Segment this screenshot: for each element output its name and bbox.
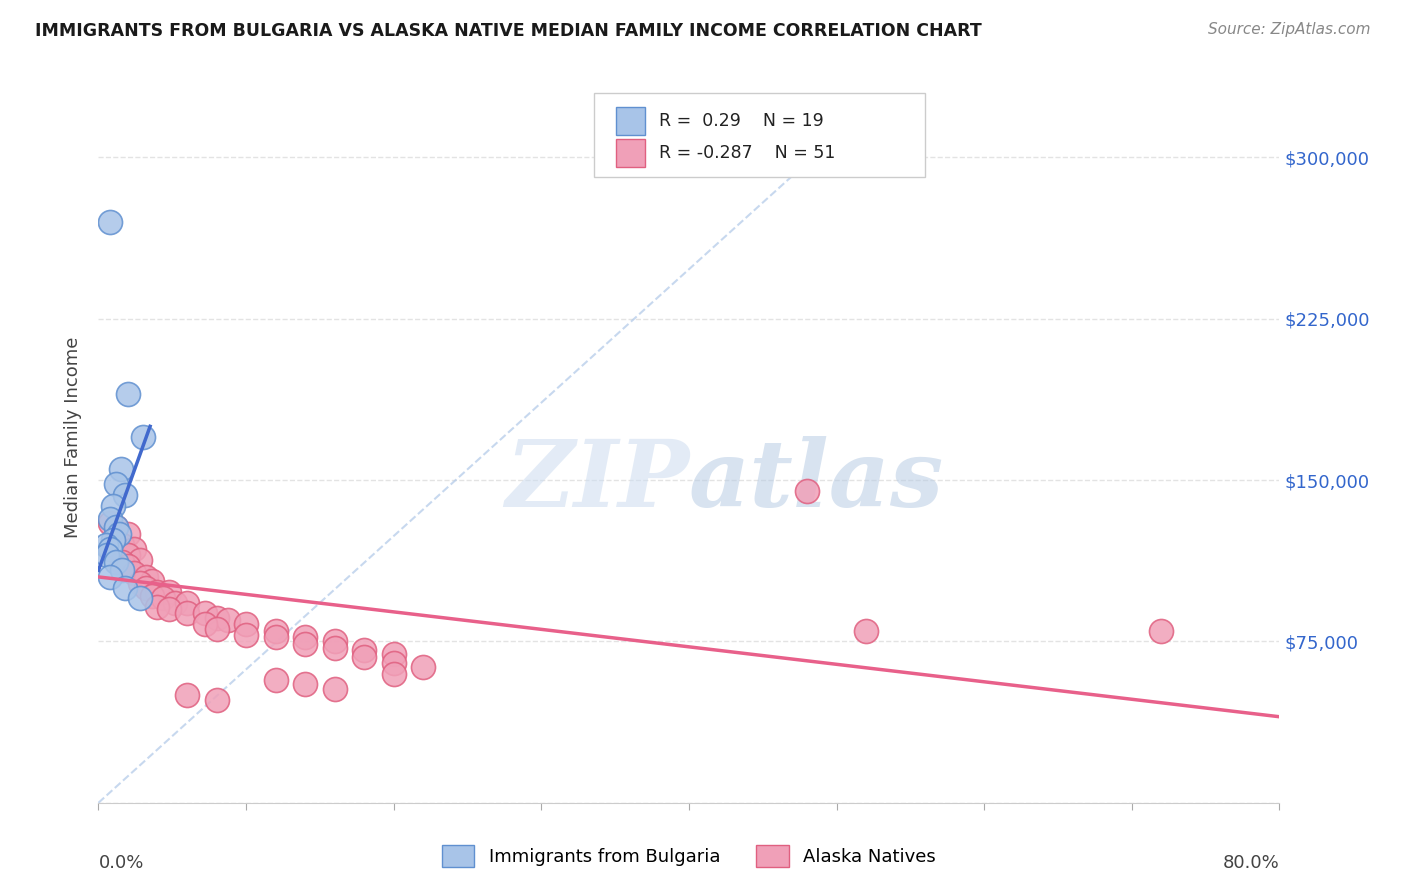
Y-axis label: Median Family Income: Median Family Income [63, 336, 82, 538]
Point [235, 628, 257, 642]
Text: R = -0.287    N = 51: R = -0.287 N = 51 [659, 145, 835, 162]
Point [217, 613, 239, 627]
Point [141, 574, 163, 589]
Point [382, 666, 405, 681]
Point [796, 483, 818, 498]
Point [111, 555, 134, 569]
Point [382, 648, 405, 662]
Text: atlas: atlas [689, 436, 945, 526]
FancyBboxPatch shape [616, 139, 645, 167]
Point [103, 499, 125, 513]
Text: Source: ZipAtlas.com: Source: ZipAtlas.com [1208, 22, 1371, 37]
Point [103, 533, 125, 548]
Text: IMMIGRANTS FROM BULGARIA VS ALASKA NATIVE MEDIAN FAMILY INCOME CORRELATION CHART: IMMIGRANTS FROM BULGARIA VS ALASKA NATIV… [35, 22, 981, 40]
Point [105, 555, 128, 569]
Point [105, 520, 128, 534]
Point [105, 533, 128, 548]
Point [855, 624, 877, 638]
Point [117, 527, 139, 541]
Point [235, 617, 257, 632]
Point [157, 585, 180, 599]
Point [353, 643, 375, 657]
Point [96, 549, 118, 563]
Point [353, 649, 375, 664]
Point [165, 596, 187, 610]
Point [205, 692, 228, 706]
Point [194, 607, 217, 621]
Point [122, 566, 145, 580]
Point [323, 640, 346, 655]
Text: 80.0%: 80.0% [1223, 854, 1279, 872]
Point [98, 215, 121, 229]
Point [98, 570, 121, 584]
FancyBboxPatch shape [595, 94, 925, 178]
Point [114, 488, 136, 502]
Text: 0.0%: 0.0% [98, 854, 143, 872]
Point [323, 634, 346, 648]
Point [94, 538, 117, 552]
Point [176, 688, 198, 702]
Point [105, 520, 128, 534]
Point [122, 541, 145, 556]
Point [135, 570, 157, 584]
Point [98, 516, 121, 530]
Point [110, 462, 132, 476]
Point [176, 596, 198, 610]
Point [128, 591, 150, 606]
Point [108, 527, 131, 541]
Point [132, 430, 155, 444]
Point [146, 585, 169, 599]
Point [98, 512, 121, 526]
Point [157, 602, 180, 616]
Point [111, 538, 134, 552]
Point [412, 660, 434, 674]
Point [205, 622, 228, 636]
Point [152, 591, 174, 606]
Point [176, 607, 198, 621]
Point [135, 581, 157, 595]
Point [294, 637, 316, 651]
Point [264, 624, 287, 638]
Point [105, 477, 128, 491]
Point [294, 677, 316, 691]
Point [128, 576, 150, 591]
Point [294, 630, 316, 644]
Point [141, 589, 163, 603]
FancyBboxPatch shape [616, 107, 645, 135]
Point [111, 564, 134, 578]
Point [205, 611, 228, 625]
Text: ZIP: ZIP [505, 436, 689, 526]
Point [117, 387, 139, 401]
Legend: Immigrants from Bulgaria, Alaska Natives: Immigrants from Bulgaria, Alaska Natives [434, 838, 943, 874]
Point [323, 681, 346, 696]
Point [128, 552, 150, 566]
Point [98, 541, 121, 556]
Point [264, 673, 287, 688]
Point [117, 549, 139, 563]
Point [117, 559, 139, 574]
Point [1150, 624, 1173, 638]
Point [114, 581, 136, 595]
Point [382, 656, 405, 670]
Text: R =  0.29    N = 19: R = 0.29 N = 19 [659, 112, 824, 130]
Point [264, 630, 287, 644]
Point [194, 617, 217, 632]
Point [146, 600, 169, 615]
